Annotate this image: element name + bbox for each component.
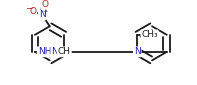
Text: −: − <box>25 3 33 12</box>
Text: N: N <box>134 47 141 56</box>
Text: O: O <box>42 0 48 9</box>
Text: CH: CH <box>58 47 71 56</box>
Text: N: N <box>51 47 58 56</box>
Text: NH: NH <box>38 47 51 56</box>
Text: O: O <box>29 7 36 16</box>
Text: CH₃: CH₃ <box>141 30 158 39</box>
Text: +: + <box>42 9 48 14</box>
Text: N: N <box>39 10 46 19</box>
